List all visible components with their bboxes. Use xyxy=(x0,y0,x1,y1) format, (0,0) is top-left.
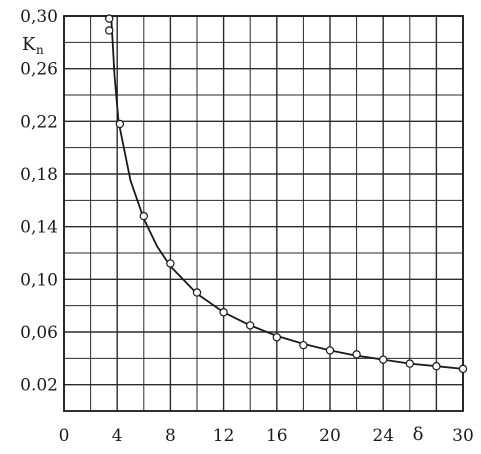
plot-frame xyxy=(63,15,464,412)
fit-curve-group xyxy=(110,15,464,370)
x-tick-label: 20 xyxy=(319,426,341,446)
y-tick-label: 0,26 xyxy=(20,60,58,80)
y-tick-label: 0,30 xyxy=(20,7,58,27)
data-point xyxy=(272,333,281,342)
data-point xyxy=(405,359,414,368)
data-points xyxy=(105,14,468,374)
y-axis-label: K n xyxy=(22,34,44,57)
data-point xyxy=(432,362,441,371)
data-point xyxy=(458,364,468,374)
data-point xyxy=(139,211,148,221)
y-tick-label: 0,10 xyxy=(20,270,58,290)
tick-labels: 0 4 8 12 16 20 24 30 0,30 0,26 0,22 0,18 0,14 0,10 0,0… xyxy=(20,7,474,446)
x-tick-label: 16 xyxy=(266,426,288,446)
data-point xyxy=(352,350,361,359)
x-tick-label: 4 xyxy=(112,426,123,446)
y-tick-label: 0,18 xyxy=(20,165,58,185)
y-tick-label: 0,22 xyxy=(20,112,58,132)
data-point xyxy=(115,119,125,129)
x-tick-label: 30 xyxy=(452,426,474,446)
data-point xyxy=(245,321,255,330)
y-tick-label: 0,06 xyxy=(20,323,58,343)
fit-curve xyxy=(110,15,464,370)
data-point xyxy=(379,355,388,364)
grid xyxy=(63,15,464,412)
data-point xyxy=(219,308,228,317)
y-tick-label: 0.02 xyxy=(20,376,58,396)
y-axis-label-main: K xyxy=(22,34,36,55)
x-tick-label: 24 xyxy=(372,426,394,446)
data-point xyxy=(325,346,335,355)
data-point xyxy=(105,14,114,23)
data-point xyxy=(166,259,175,268)
x-axis-label: δ xyxy=(413,424,424,445)
x-tick-label: 12 xyxy=(213,426,235,446)
x-tick-label: 8 xyxy=(165,426,176,446)
data-point xyxy=(299,340,308,350)
data-point xyxy=(192,288,202,297)
y-tick-label: 0,14 xyxy=(20,218,58,238)
y-axis-label-subscript: n xyxy=(36,43,44,57)
data-point xyxy=(105,26,114,35)
x-tick-label: 0 xyxy=(59,426,70,446)
